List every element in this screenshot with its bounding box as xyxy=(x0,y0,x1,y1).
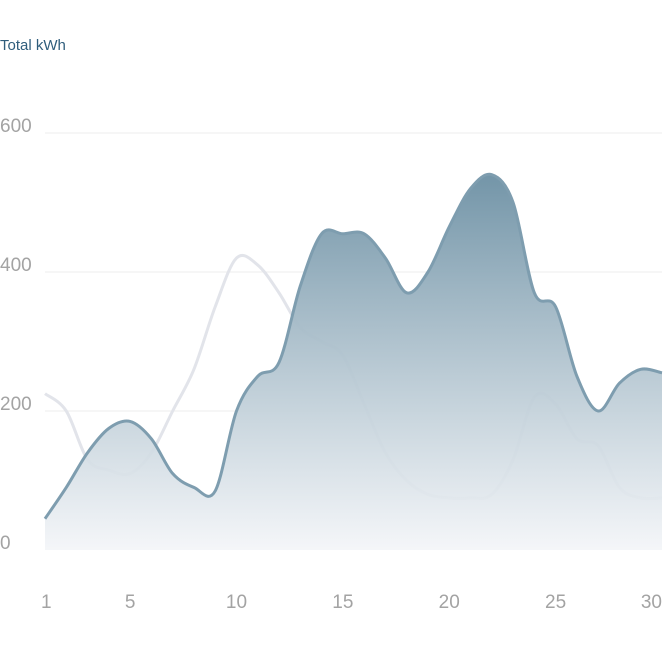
y-tick-label-400: 400 xyxy=(0,255,32,276)
x-tick-label-30: 30 xyxy=(641,592,662,613)
series-layer xyxy=(43,172,663,550)
y-tick-label-200: 200 xyxy=(0,394,32,415)
y-axis-ticks: 0 200 400 600 xyxy=(0,116,32,554)
x-tick-label-15: 15 xyxy=(332,592,353,613)
x-tick-label-25: 25 xyxy=(545,592,566,613)
series-area-fill xyxy=(45,174,662,550)
x-tick-label-10: 10 xyxy=(226,592,247,613)
x-tick-label-5: 5 xyxy=(125,592,136,613)
y-axis-label: Total kWh xyxy=(0,37,66,54)
series-line-primary xyxy=(43,172,663,520)
x-axis-ticks: 1 5 10 15 20 25 30 xyxy=(41,592,662,613)
x-tick-label-1: 1 xyxy=(41,592,52,613)
y-tick-label-0: 0 xyxy=(0,533,11,554)
x-tick-label-20: 20 xyxy=(439,592,460,613)
y-tick-label-600: 600 xyxy=(0,116,32,137)
